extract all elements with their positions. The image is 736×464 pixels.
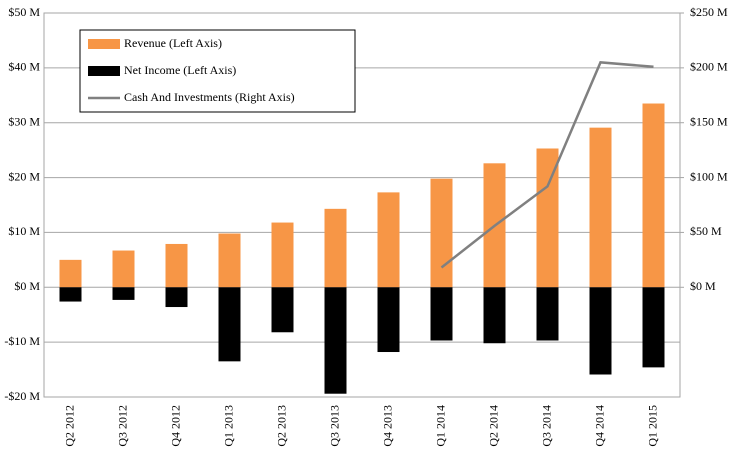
bar <box>165 287 188 308</box>
y2-tick-label: $100 M <box>690 169 728 183</box>
bar <box>218 287 241 362</box>
y-tick-label: $40 M <box>8 60 40 74</box>
bar <box>59 259 82 288</box>
bar <box>536 148 559 288</box>
y-tick-label: $0 M <box>14 279 40 293</box>
bar <box>483 287 506 344</box>
bar <box>642 103 665 288</box>
legend-label: Cash And Investments (Right Axis) <box>124 90 295 104</box>
y2-tick-label: $200 M <box>690 60 728 74</box>
bar <box>112 287 135 300</box>
y2-tick-label: $250 M <box>690 5 728 19</box>
y2-tick-label: $150 M <box>690 114 728 128</box>
y-tick-label: $50 M <box>8 5 40 19</box>
bar <box>589 287 612 375</box>
y-tick-label: $20 M <box>8 169 40 183</box>
bar <box>377 287 400 353</box>
bar <box>165 243 188 288</box>
bar <box>642 287 665 368</box>
x-tick-label: Q4 2012 <box>168 405 182 447</box>
bar <box>324 208 347 288</box>
x-tick-label: Q1 2014 <box>433 405 447 447</box>
y-tick-label: $10 M <box>8 224 40 238</box>
legend-swatch <box>88 39 120 49</box>
legend-label: Net Income (Left Axis) <box>124 63 236 77</box>
bar <box>377 192 400 288</box>
legend-swatch <box>88 66 120 76</box>
bar <box>589 127 612 288</box>
x-tick-label: Q3 2014 <box>539 405 553 447</box>
x-tick-label: Q3 2012 <box>115 405 129 447</box>
x-tick-label: Q1 2013 <box>221 405 235 447</box>
x-tick-label: Q2 2013 <box>274 405 288 447</box>
bar <box>536 287 559 341</box>
y2-tick-label: $50 M <box>690 224 722 238</box>
bar <box>59 287 82 302</box>
x-tick-label: Q2 2014 <box>486 405 500 447</box>
y2-tick-label: $0 M <box>690 279 716 293</box>
plot-frame <box>43 12 681 398</box>
legend-label: Revenue (Left Axis) <box>124 36 222 50</box>
legend-box <box>79 29 356 113</box>
bar <box>218 233 241 288</box>
x-tick-label: Q2 2012 <box>62 405 76 447</box>
bar <box>271 287 294 333</box>
bar <box>324 287 347 394</box>
bar <box>430 178 453 288</box>
x-tick-label: Q4 2014 <box>592 405 606 447</box>
x-tick-label: Q4 2013 <box>380 405 394 447</box>
y-tick-label: $30 M <box>8 114 40 128</box>
bar <box>430 287 453 341</box>
bar <box>271 222 294 288</box>
y-tick-label: -$10 M <box>4 334 40 348</box>
y-tick-label: -$20 M <box>4 389 40 403</box>
bar <box>112 250 135 288</box>
line <box>440 61 654 269</box>
x-tick-label: Q1 2015 <box>645 405 659 447</box>
x-tick-label: Q3 2013 <box>327 405 341 447</box>
